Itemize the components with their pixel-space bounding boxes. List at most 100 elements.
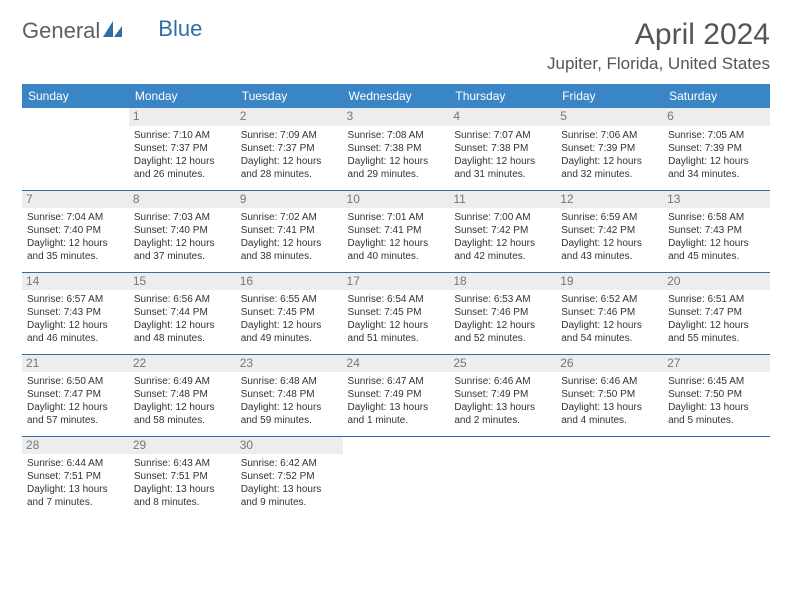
calendar-day-cell [663, 436, 770, 518]
sunrise-text: Sunrise: 6:46 AM [454, 375, 551, 388]
daylight-text: Daylight: 12 hours [454, 237, 551, 250]
calendar-day-cell [449, 436, 556, 518]
calendar-day-cell: 25Sunrise: 6:46 AMSunset: 7:49 PMDayligh… [449, 354, 556, 436]
sunset-text: Sunset: 7:42 PM [561, 224, 658, 237]
daylight-text: Daylight: 12 hours [454, 319, 551, 332]
sunrise-text: Sunrise: 7:07 AM [454, 129, 551, 142]
daylight-text: Daylight: 12 hours [27, 237, 124, 250]
calendar-day-cell: 14Sunrise: 6:57 AMSunset: 7:43 PMDayligh… [22, 272, 129, 354]
sunset-text: Sunset: 7:45 PM [348, 306, 445, 319]
daylight-text: and 34 minutes. [668, 168, 765, 181]
daylight-text: and 26 minutes. [134, 168, 231, 181]
day-number: 8 [129, 191, 236, 209]
weekday-header: Sunday [22, 84, 129, 108]
calendar-day-cell: 22Sunrise: 6:49 AMSunset: 7:48 PMDayligh… [129, 354, 236, 436]
sunrise-text: Sunrise: 6:48 AM [241, 375, 338, 388]
sunset-text: Sunset: 7:41 PM [241, 224, 338, 237]
day-number: 24 [343, 355, 450, 373]
daylight-text: Daylight: 12 hours [348, 237, 445, 250]
daylight-text: and 43 minutes. [561, 250, 658, 263]
day-number: 21 [22, 355, 129, 373]
sunset-text: Sunset: 7:40 PM [134, 224, 231, 237]
sunset-text: Sunset: 7:38 PM [454, 142, 551, 155]
brand-part1: General [22, 18, 100, 44]
day-number: 5 [556, 108, 663, 126]
brand-part2: Blue [158, 16, 202, 42]
calendar-day-cell: 29Sunrise: 6:43 AMSunset: 7:51 PMDayligh… [129, 436, 236, 518]
daylight-text: Daylight: 12 hours [27, 401, 124, 414]
sunset-text: Sunset: 7:43 PM [668, 224, 765, 237]
sunrise-text: Sunrise: 6:42 AM [241, 457, 338, 470]
sunrise-text: Sunrise: 6:53 AM [454, 293, 551, 306]
sunset-text: Sunset: 7:39 PM [561, 142, 658, 155]
calendar-day-cell: 6Sunrise: 7:05 AMSunset: 7:39 PMDaylight… [663, 108, 770, 190]
sunrise-text: Sunrise: 6:47 AM [348, 375, 445, 388]
daylight-text: Daylight: 12 hours [241, 401, 338, 414]
daylight-text: and 38 minutes. [241, 250, 338, 263]
sunrise-text: Sunrise: 7:08 AM [348, 129, 445, 142]
calendar-day-cell: 28Sunrise: 6:44 AMSunset: 7:51 PMDayligh… [22, 436, 129, 518]
calendar-day-cell: 5Sunrise: 7:06 AMSunset: 7:39 PMDaylight… [556, 108, 663, 190]
daylight-text: and 4 minutes. [561, 414, 658, 427]
sunrise-text: Sunrise: 6:44 AM [27, 457, 124, 470]
calendar-day-cell: 4Sunrise: 7:07 AMSunset: 7:38 PMDaylight… [449, 108, 556, 190]
day-number: 15 [129, 273, 236, 291]
weekday-header: Friday [556, 84, 663, 108]
calendar-day-cell: 17Sunrise: 6:54 AMSunset: 7:45 PMDayligh… [343, 272, 450, 354]
header: General Blue April 2024 Jupiter, Florida… [22, 18, 770, 74]
calendar-week-row: 14Sunrise: 6:57 AMSunset: 7:43 PMDayligh… [22, 272, 770, 354]
calendar-week-row: 28Sunrise: 6:44 AMSunset: 7:51 PMDayligh… [22, 436, 770, 518]
sunset-text: Sunset: 7:50 PM [668, 388, 765, 401]
calendar-day-cell: 10Sunrise: 7:01 AMSunset: 7:41 PMDayligh… [343, 190, 450, 272]
day-number: 18 [449, 273, 556, 291]
daylight-text: and 32 minutes. [561, 168, 658, 181]
calendar-day-cell [22, 108, 129, 190]
day-number: 14 [22, 273, 129, 291]
daylight-text: Daylight: 13 hours [241, 483, 338, 496]
day-number: 22 [129, 355, 236, 373]
calendar-table: Sunday Monday Tuesday Wednesday Thursday… [22, 84, 770, 518]
daylight-text: Daylight: 12 hours [348, 155, 445, 168]
daylight-text: Daylight: 12 hours [134, 237, 231, 250]
sunset-text: Sunset: 7:50 PM [561, 388, 658, 401]
day-number: 7 [22, 191, 129, 209]
sunset-text: Sunset: 7:37 PM [241, 142, 338, 155]
daylight-text: and 31 minutes. [454, 168, 551, 181]
daylight-text: and 48 minutes. [134, 332, 231, 345]
day-number: 4 [449, 108, 556, 126]
sunset-text: Sunset: 7:47 PM [668, 306, 765, 319]
day-number: 2 [236, 108, 343, 126]
daylight-text: and 29 minutes. [348, 168, 445, 181]
weekday-header-row: Sunday Monday Tuesday Wednesday Thursday… [22, 84, 770, 108]
day-number: 23 [236, 355, 343, 373]
daylight-text: Daylight: 12 hours [561, 155, 658, 168]
daylight-text: Daylight: 13 hours [454, 401, 551, 414]
daylight-text: Daylight: 12 hours [561, 237, 658, 250]
daylight-text: and 52 minutes. [454, 332, 551, 345]
sunrise-text: Sunrise: 6:43 AM [134, 457, 231, 470]
calendar-day-cell: 2Sunrise: 7:09 AMSunset: 7:37 PMDaylight… [236, 108, 343, 190]
sunrise-text: Sunrise: 6:52 AM [561, 293, 658, 306]
day-number: 17 [343, 273, 450, 291]
daylight-text: and 49 minutes. [241, 332, 338, 345]
sunset-text: Sunset: 7:47 PM [27, 388, 124, 401]
daylight-text: and 58 minutes. [134, 414, 231, 427]
day-number: 30 [236, 437, 343, 455]
calendar-day-cell: 13Sunrise: 6:58 AMSunset: 7:43 PMDayligh… [663, 190, 770, 272]
sunset-text: Sunset: 7:38 PM [348, 142, 445, 155]
weekday-header: Tuesday [236, 84, 343, 108]
day-number: 27 [663, 355, 770, 373]
daylight-text: and 45 minutes. [668, 250, 765, 263]
day-number: 19 [556, 273, 663, 291]
sunset-text: Sunset: 7:49 PM [348, 388, 445, 401]
sunrise-text: Sunrise: 7:03 AM [134, 211, 231, 224]
daylight-text: and 37 minutes. [134, 250, 231, 263]
sunset-text: Sunset: 7:43 PM [27, 306, 124, 319]
daylight-text: and 9 minutes. [241, 496, 338, 509]
day-number: 1 [129, 108, 236, 126]
calendar-day-cell: 15Sunrise: 6:56 AMSunset: 7:44 PMDayligh… [129, 272, 236, 354]
sunset-text: Sunset: 7:48 PM [134, 388, 231, 401]
daylight-text: Daylight: 12 hours [241, 155, 338, 168]
day-number: 12 [556, 191, 663, 209]
daylight-text: Daylight: 12 hours [348, 319, 445, 332]
